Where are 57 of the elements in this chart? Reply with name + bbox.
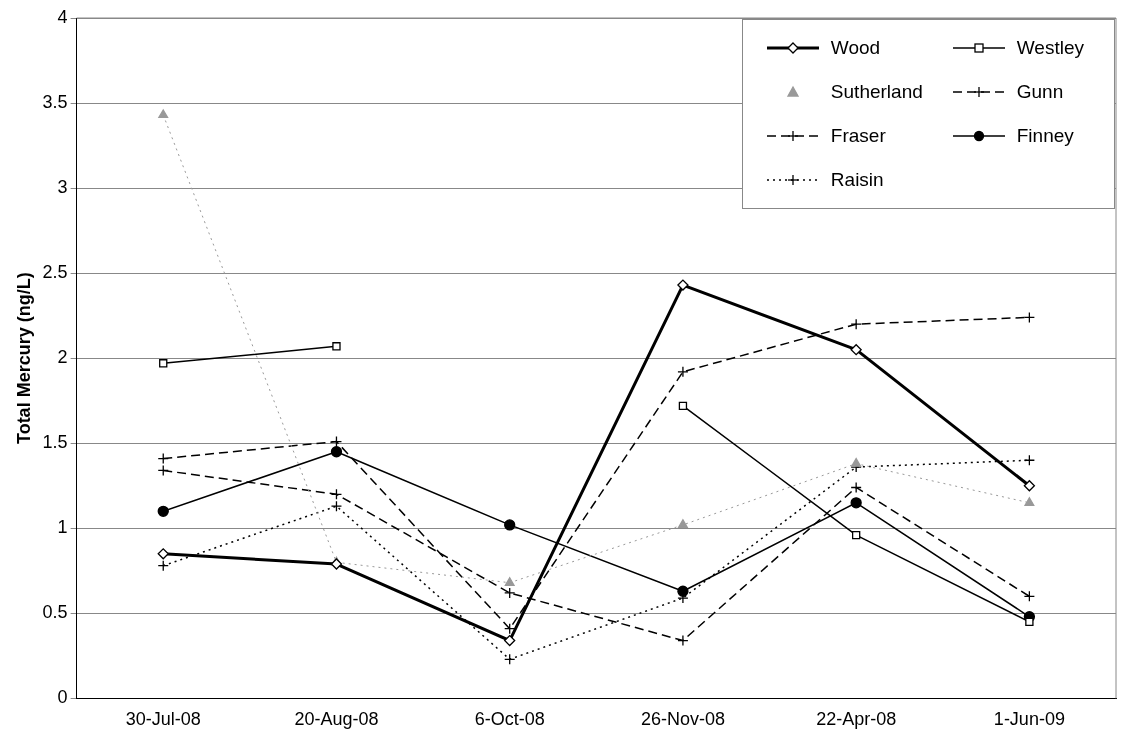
legend-label: Finney [1016, 125, 1074, 147]
point [1023, 311, 1036, 324]
y-tick-label: 1 [57, 517, 68, 538]
x-tick-label: 30-Jul-08 [125, 709, 201, 730]
point [850, 318, 862, 330]
point [851, 530, 861, 540]
point [677, 279, 689, 291]
y-tick-label: 2.5 [42, 262, 68, 283]
x-tick-label: 6-Oct-08 [474, 709, 545, 730]
y-tick-label: 0 [57, 687, 68, 708]
point [504, 519, 516, 531]
legend-label: Wood [830, 37, 881, 59]
point [851, 458, 862, 467]
point [159, 359, 168, 368]
point [677, 585, 689, 597]
point [678, 401, 688, 411]
point [330, 446, 343, 458]
y-tick-label: 4 [57, 6, 68, 27]
point [504, 587, 516, 599]
point [504, 634, 516, 647]
point [850, 481, 862, 494]
point [330, 488, 343, 500]
point [330, 558, 343, 570]
point [677, 366, 689, 378]
point [677, 519, 688, 529]
point [330, 500, 343, 512]
legend-label: Gunn [1016, 81, 1064, 103]
y-tick-label: 0.5 [42, 602, 68, 623]
y-tick-label: 3 [57, 177, 68, 198]
point [1023, 480, 1036, 492]
y-tick-label: 2 [57, 347, 68, 368]
point [850, 497, 862, 509]
y-tick-label: 3.5 [42, 92, 68, 113]
point [158, 109, 169, 119]
x-tick-label: 22-Apr-08 [816, 709, 897, 730]
x-tick-label: 1-Jun-09 [993, 709, 1065, 730]
legend-label: Sutherland [830, 81, 923, 103]
x-tick-label: 20-Aug-08 [294, 709, 379, 730]
x-tick-label: 26-Nov-08 [640, 709, 725, 730]
point [677, 634, 689, 647]
legend-label: Fraser [830, 125, 886, 147]
point [157, 452, 169, 465]
point [1023, 454, 1036, 466]
point [157, 464, 169, 477]
point [504, 577, 515, 586]
legend-label: Raisin [830, 169, 884, 191]
point [157, 505, 169, 517]
point [504, 653, 516, 665]
point [157, 548, 169, 560]
point [1023, 590, 1036, 602]
point [157, 560, 169, 572]
point [1024, 497, 1035, 506]
point [850, 344, 862, 356]
legend-label: Westley [1016, 37, 1084, 59]
y-tick-label: 1.5 [42, 432, 68, 453]
y-axis-title: Total Mercury (ng/L) [13, 272, 34, 445]
point [332, 342, 341, 351]
